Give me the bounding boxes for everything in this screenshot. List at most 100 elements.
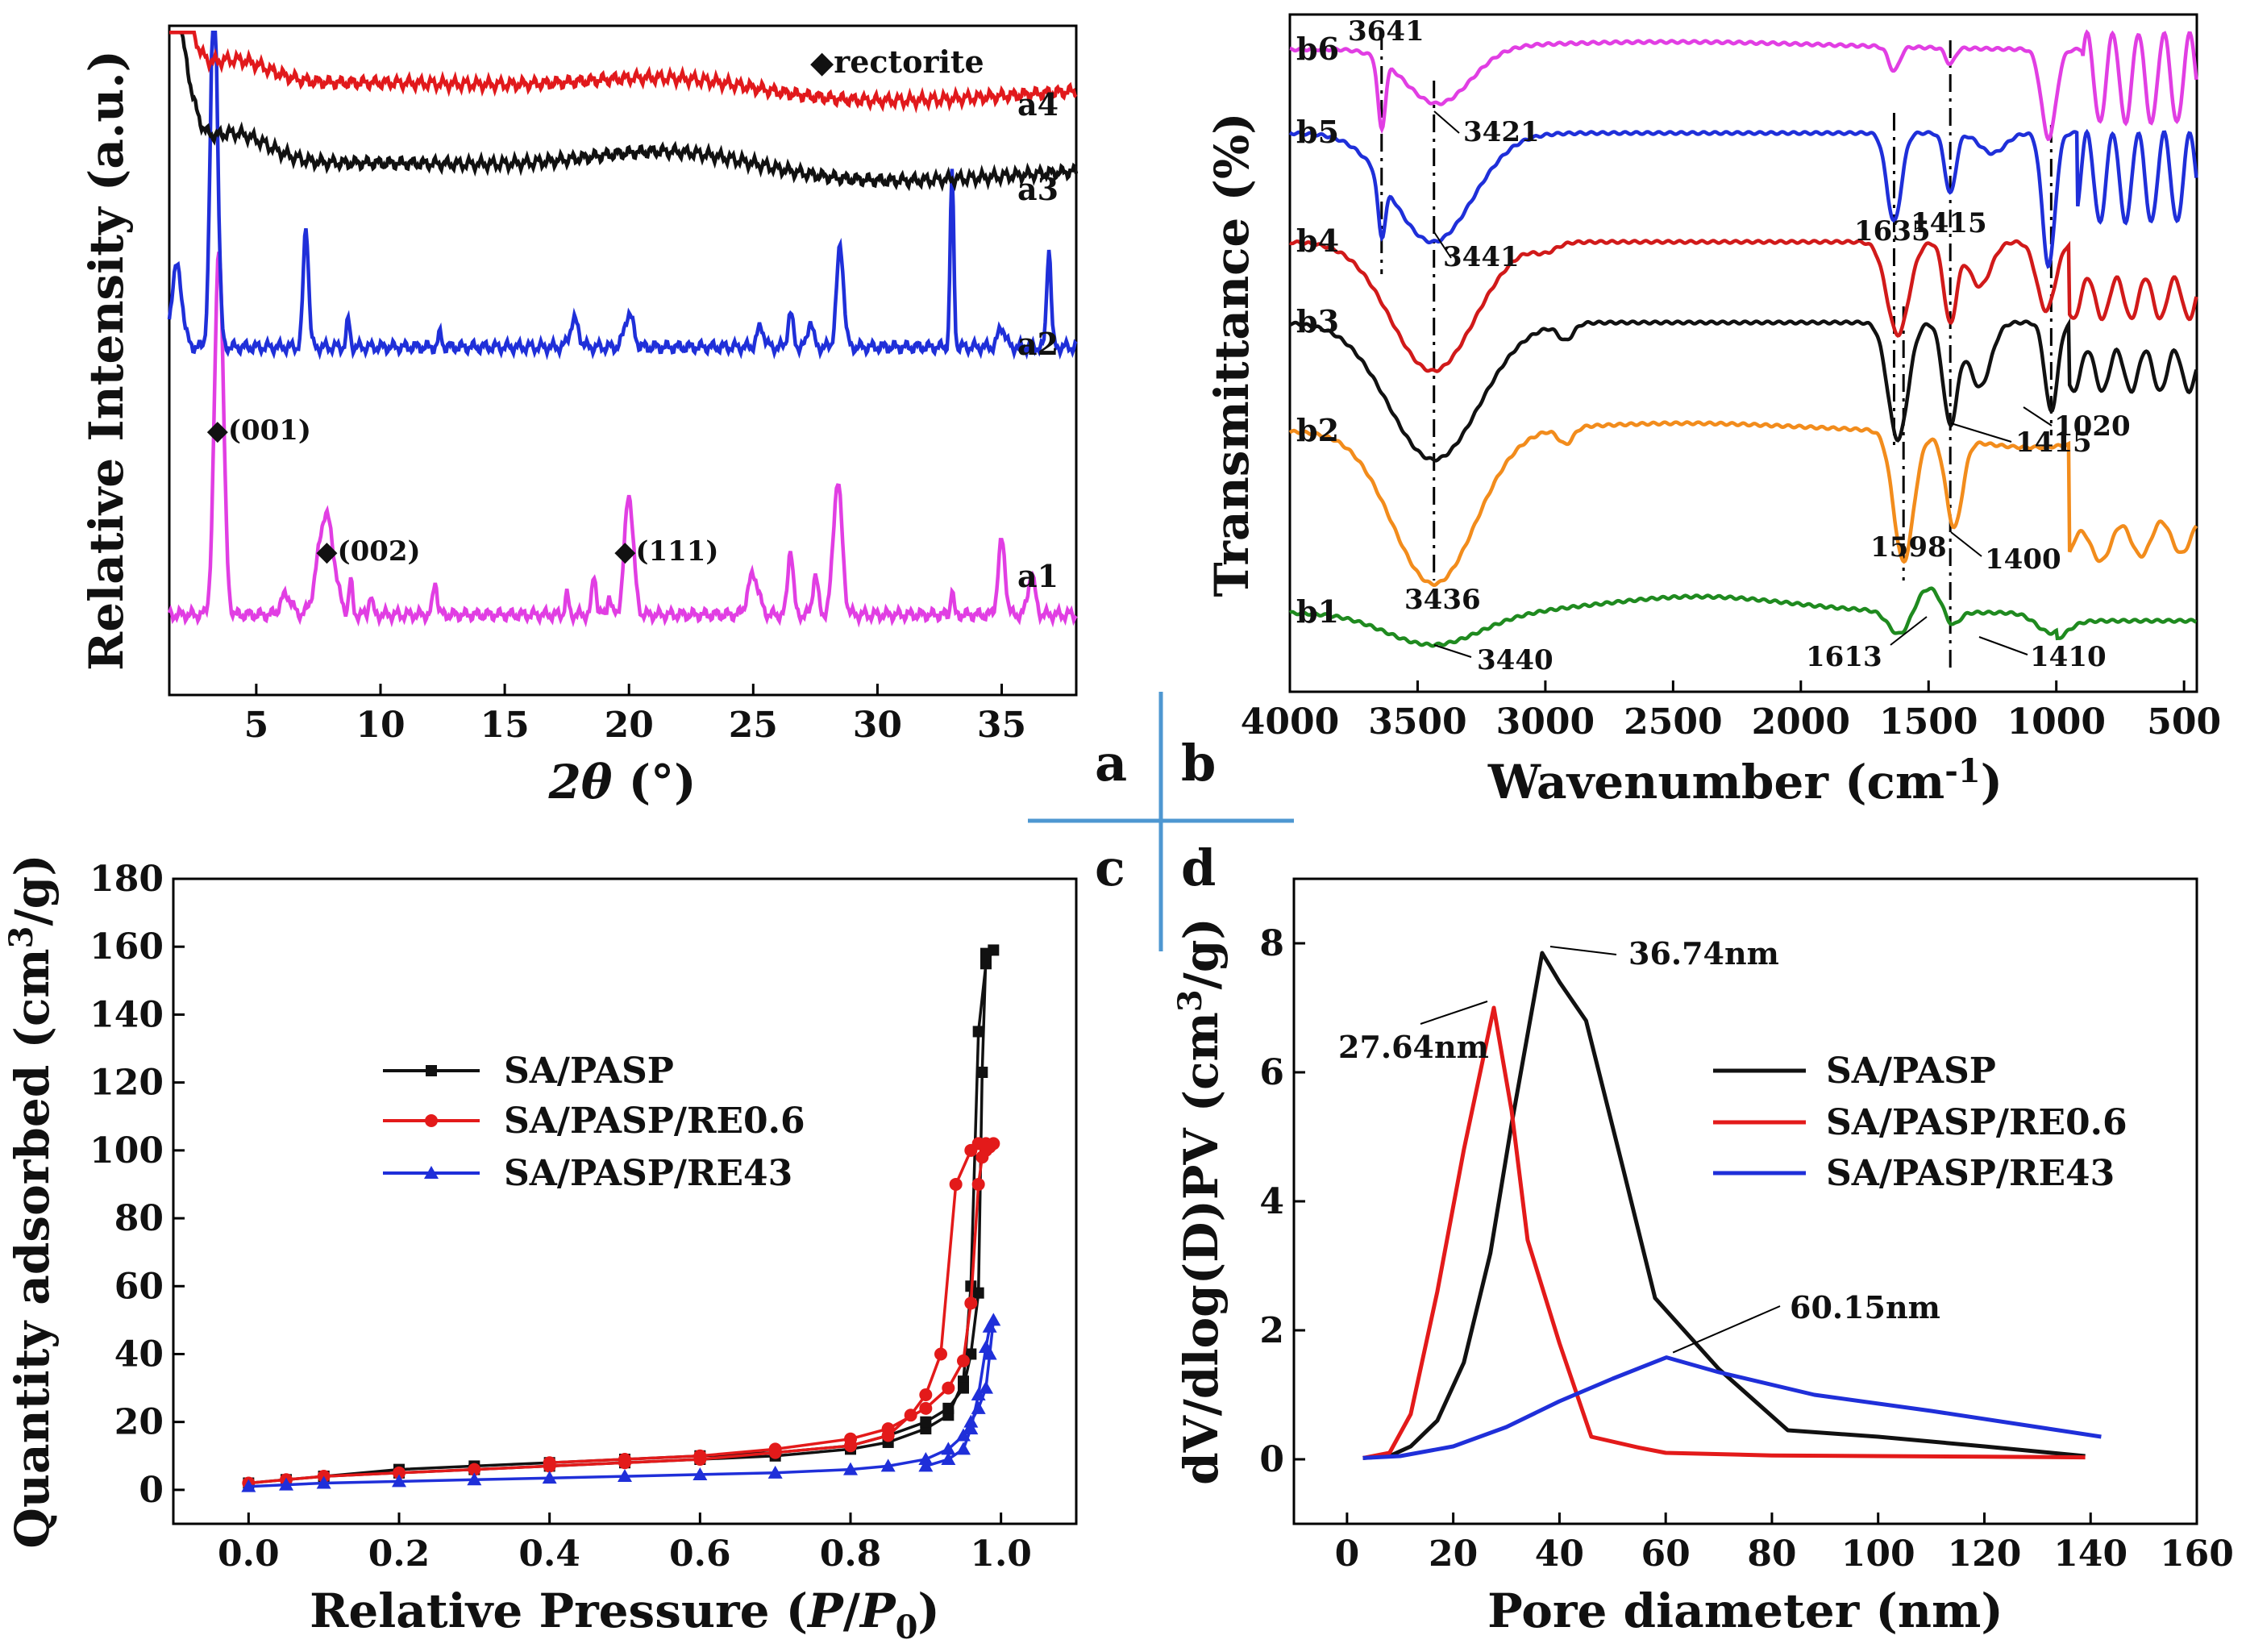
panel-tag-d: d: [1181, 838, 1216, 897]
panel-b-curve-labels: b1 b2 b3 b4 b5 b6: [1296, 31, 1339, 630]
isotherm-point-1-22: [971, 1177, 985, 1191]
legend-label-2: SA/PASP/RE43: [504, 1153, 792, 1194]
band-label-4: 3440: [1477, 644, 1553, 676]
x-tick-label-2000: 2000: [1752, 701, 1850, 743]
pore-curve-2: [1362, 1355, 2102, 1460]
panel-b-guide-lines: [1380, 32, 2053, 669]
curve-label-a2: a2: [1017, 326, 1059, 362]
legend-marker-2: [424, 1166, 439, 1179]
x-tick-label-0.2: 0.2: [368, 1533, 430, 1575]
curve-label-a3: a3: [1017, 171, 1059, 207]
curve-label-b2: b2: [1296, 412, 1339, 448]
panel-tag-b: b: [1181, 734, 1216, 793]
xrd-series-a4: [169, 31, 1078, 114]
isotherm-point-1-30: [693, 1449, 707, 1463]
isotherm-point-2-14: [963, 1414, 979, 1428]
curve-label-b6: b6: [1296, 31, 1339, 67]
x-tick-label-1500: 1500: [1879, 701, 1978, 743]
isotherm-point-0-19: [976, 1067, 988, 1078]
band-label-8: 1598: [1870, 531, 1947, 564]
panel-a-x-axis-title: 2θ (°): [547, 755, 696, 809]
panel-b-x-ticks: 4000 3500 3000 2500 2000 1500 1000 500: [1241, 680, 2221, 743]
y-tick-label-6: 6: [1259, 1052, 1284, 1093]
x-tick-label-0.4: 0.4: [518, 1533, 580, 1575]
x-tick-label-10: 10: [356, 705, 405, 746]
x-tick-label-20: 20: [1429, 1533, 1478, 1575]
xrd-series-a2: [167, 31, 1078, 360]
isotherm-point-1-14: [949, 1177, 963, 1191]
isotherm-point-2-24: [941, 1452, 956, 1465]
peak-label-60-15nm: 60.15nm: [1790, 1289, 1940, 1325]
xrd-series-a3: [169, 31, 1079, 193]
isotherm-point-2-9: [843, 1462, 858, 1475]
isotherm-point-1-3: [393, 1466, 406, 1479]
y-tick-label-40: 40: [114, 1334, 164, 1375]
x-tick-label-25: 25: [729, 705, 778, 746]
x-tick-label-500: 500: [2147, 701, 2221, 743]
y-tick-label-80: 80: [114, 1198, 164, 1239]
x-tick-label-1.0: 1.0: [970, 1533, 1032, 1575]
band-label-2: 3441: [1443, 241, 1520, 273]
panel-d-legend: SA/PASP SA/PASP/RE0.6 SA/PASP/RE43: [1713, 1051, 2127, 1194]
x-tick-label-3500: 3500: [1368, 701, 1466, 743]
isotherm-point-2-25: [918, 1459, 934, 1472]
panel-c-isotherm-chart: 0.0 0.2 0.4 0.6 0.8 1.0 0 20 40 60 80 100 120 140 160 1…: [2, 854, 1078, 1646]
xrd-series-a1: [167, 252, 1078, 628]
isotherm-point-2-3: [392, 1474, 406, 1488]
isotherm-point-1-26: [919, 1401, 933, 1415]
legend-marker-1: [425, 1114, 438, 1127]
ftir-series-b2: [1288, 420, 2198, 588]
ftir-series-b1: [1288, 586, 2198, 648]
panel-a-series: [167, 31, 1079, 628]
isotherm-point-0-22: [958, 1382, 969, 1394]
panel-a-legend-rectorite: ◆rectorite: [810, 44, 984, 80]
pore-curve-0: [1362, 951, 2086, 1460]
band-leader-1: [1433, 110, 1460, 134]
band-leader-12: [2023, 406, 2053, 427]
isotherm-point-2-10: [880, 1459, 896, 1472]
isotherm-point-2-17: [982, 1346, 997, 1360]
band-label-12: 1020: [2054, 410, 2131, 443]
ftir-series-b4: [1288, 239, 2198, 373]
legend-label-1: SA/PASP/RE0.6: [1826, 1102, 2127, 1143]
isotherm-point-2-1: [279, 1477, 293, 1491]
isotherm-point-2-16: [979, 1380, 993, 1394]
isotherm-point-1-27: [881, 1422, 895, 1436]
isotherm-point-2-4: [467, 1472, 482, 1486]
panel-b-frame: [1288, 13, 2198, 693]
x-tick-label-30: 30: [853, 705, 902, 746]
curve-label-b5: b5: [1296, 114, 1339, 150]
panel-c-frame: [172, 877, 1078, 1525]
curve-label-a1: a1: [1017, 558, 1059, 594]
y-tick-label-20: 20: [114, 1402, 164, 1443]
curve-label-b1: b1: [1296, 593, 1339, 630]
y-tick-label-0: 0: [1259, 1439, 1284, 1480]
isotherm-point-2-21: [971, 1388, 986, 1400]
isotherm-point-2-20: [979, 1340, 993, 1354]
panel-d-series: [1362, 951, 2102, 1460]
panel-a-xrd-chart: 5 10 15 20 25 30 35 ◆rectorite a1 a2 a3 a4 ◆(001)…: [79, 24, 1079, 809]
x-tick-label-0.8: 0.8: [820, 1533, 882, 1575]
band-label-9: 1400: [1985, 543, 2061, 576]
legend-label-1: SA/PASP/RE0.6: [504, 1101, 805, 1142]
isotherm-point-2-2: [316, 1475, 331, 1489]
isotherm-point-2-22: [963, 1421, 979, 1435]
band-label-10: 1613: [1806, 641, 1882, 673]
band-leader-4: [1433, 644, 1472, 658]
isotherm-point-1-28: [844, 1432, 857, 1446]
panel-d-ticks: 0 20 40 60 80 100 120 140 160 0 2 4 6 8: [1259, 923, 2234, 1575]
peak-label-002: ◆(002): [316, 535, 420, 568]
panel-tag-a: a: [1095, 734, 1127, 793]
isotherm-point-2-8: [767, 1465, 783, 1479]
band-leader-9: [1950, 531, 1982, 557]
y-tick-label-2: 2: [1259, 1310, 1284, 1351]
x-tick-label-2500: 2500: [1624, 701, 1722, 743]
band-label-7: 1415: [2015, 427, 2092, 459]
isotherm-point-2-23: [956, 1442, 971, 1455]
isotherm-point-2-6: [618, 1469, 632, 1483]
panel-c-legend: SA/PASP SA/PASP/RE0.6 SA/PASP/RE43: [383, 1051, 805, 1194]
isotherm-point-1-13: [934, 1347, 947, 1361]
ftir-series-b3: [1290, 318, 2198, 463]
peak-label-36-74nm: 36.74nm: [1628, 935, 1779, 972]
